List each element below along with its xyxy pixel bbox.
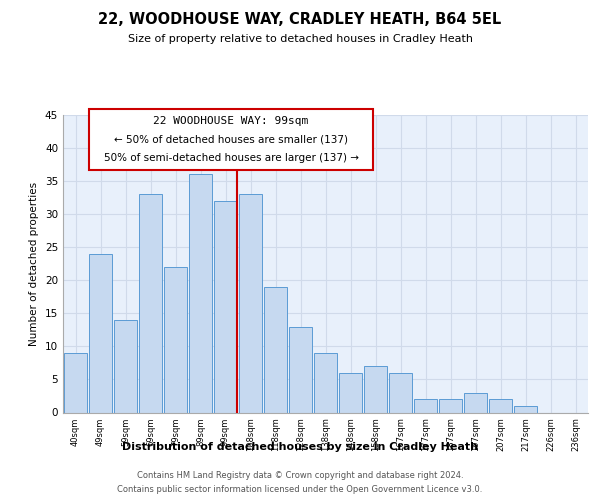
Text: 50% of semi-detached houses are larger (137) →: 50% of semi-detached houses are larger (… xyxy=(104,153,359,163)
Bar xyxy=(464,392,487,412)
Text: 22 WOODHOUSE WAY: 99sqm: 22 WOODHOUSE WAY: 99sqm xyxy=(154,116,308,126)
Bar xyxy=(264,287,287,412)
Bar xyxy=(89,254,112,412)
Bar xyxy=(339,373,362,412)
Bar xyxy=(289,326,312,412)
FancyBboxPatch shape xyxy=(89,109,373,170)
Text: ← 50% of detached houses are smaller (137): ← 50% of detached houses are smaller (13… xyxy=(114,134,348,144)
Bar xyxy=(389,373,412,412)
Text: Distribution of detached houses by size in Cradley Heath: Distribution of detached houses by size … xyxy=(122,442,478,452)
Bar xyxy=(514,406,537,412)
Bar xyxy=(239,194,262,412)
Bar xyxy=(139,194,162,412)
Bar xyxy=(214,201,237,412)
Bar xyxy=(64,353,87,412)
Text: Size of property relative to detached houses in Cradley Heath: Size of property relative to detached ho… xyxy=(128,34,473,43)
Bar xyxy=(314,353,337,412)
Bar xyxy=(489,400,512,412)
Text: 22, WOODHOUSE WAY, CRADLEY HEATH, B64 5EL: 22, WOODHOUSE WAY, CRADLEY HEATH, B64 5E… xyxy=(98,12,502,28)
Bar xyxy=(189,174,212,412)
Y-axis label: Number of detached properties: Number of detached properties xyxy=(29,182,40,346)
Bar xyxy=(114,320,137,412)
Bar xyxy=(364,366,387,412)
Bar xyxy=(439,400,462,412)
Text: Contains HM Land Registry data © Crown copyright and database right 2024.: Contains HM Land Registry data © Crown c… xyxy=(137,471,463,480)
Bar xyxy=(414,400,437,412)
Bar xyxy=(164,267,187,412)
Text: Contains public sector information licensed under the Open Government Licence v3: Contains public sector information licen… xyxy=(118,485,482,494)
